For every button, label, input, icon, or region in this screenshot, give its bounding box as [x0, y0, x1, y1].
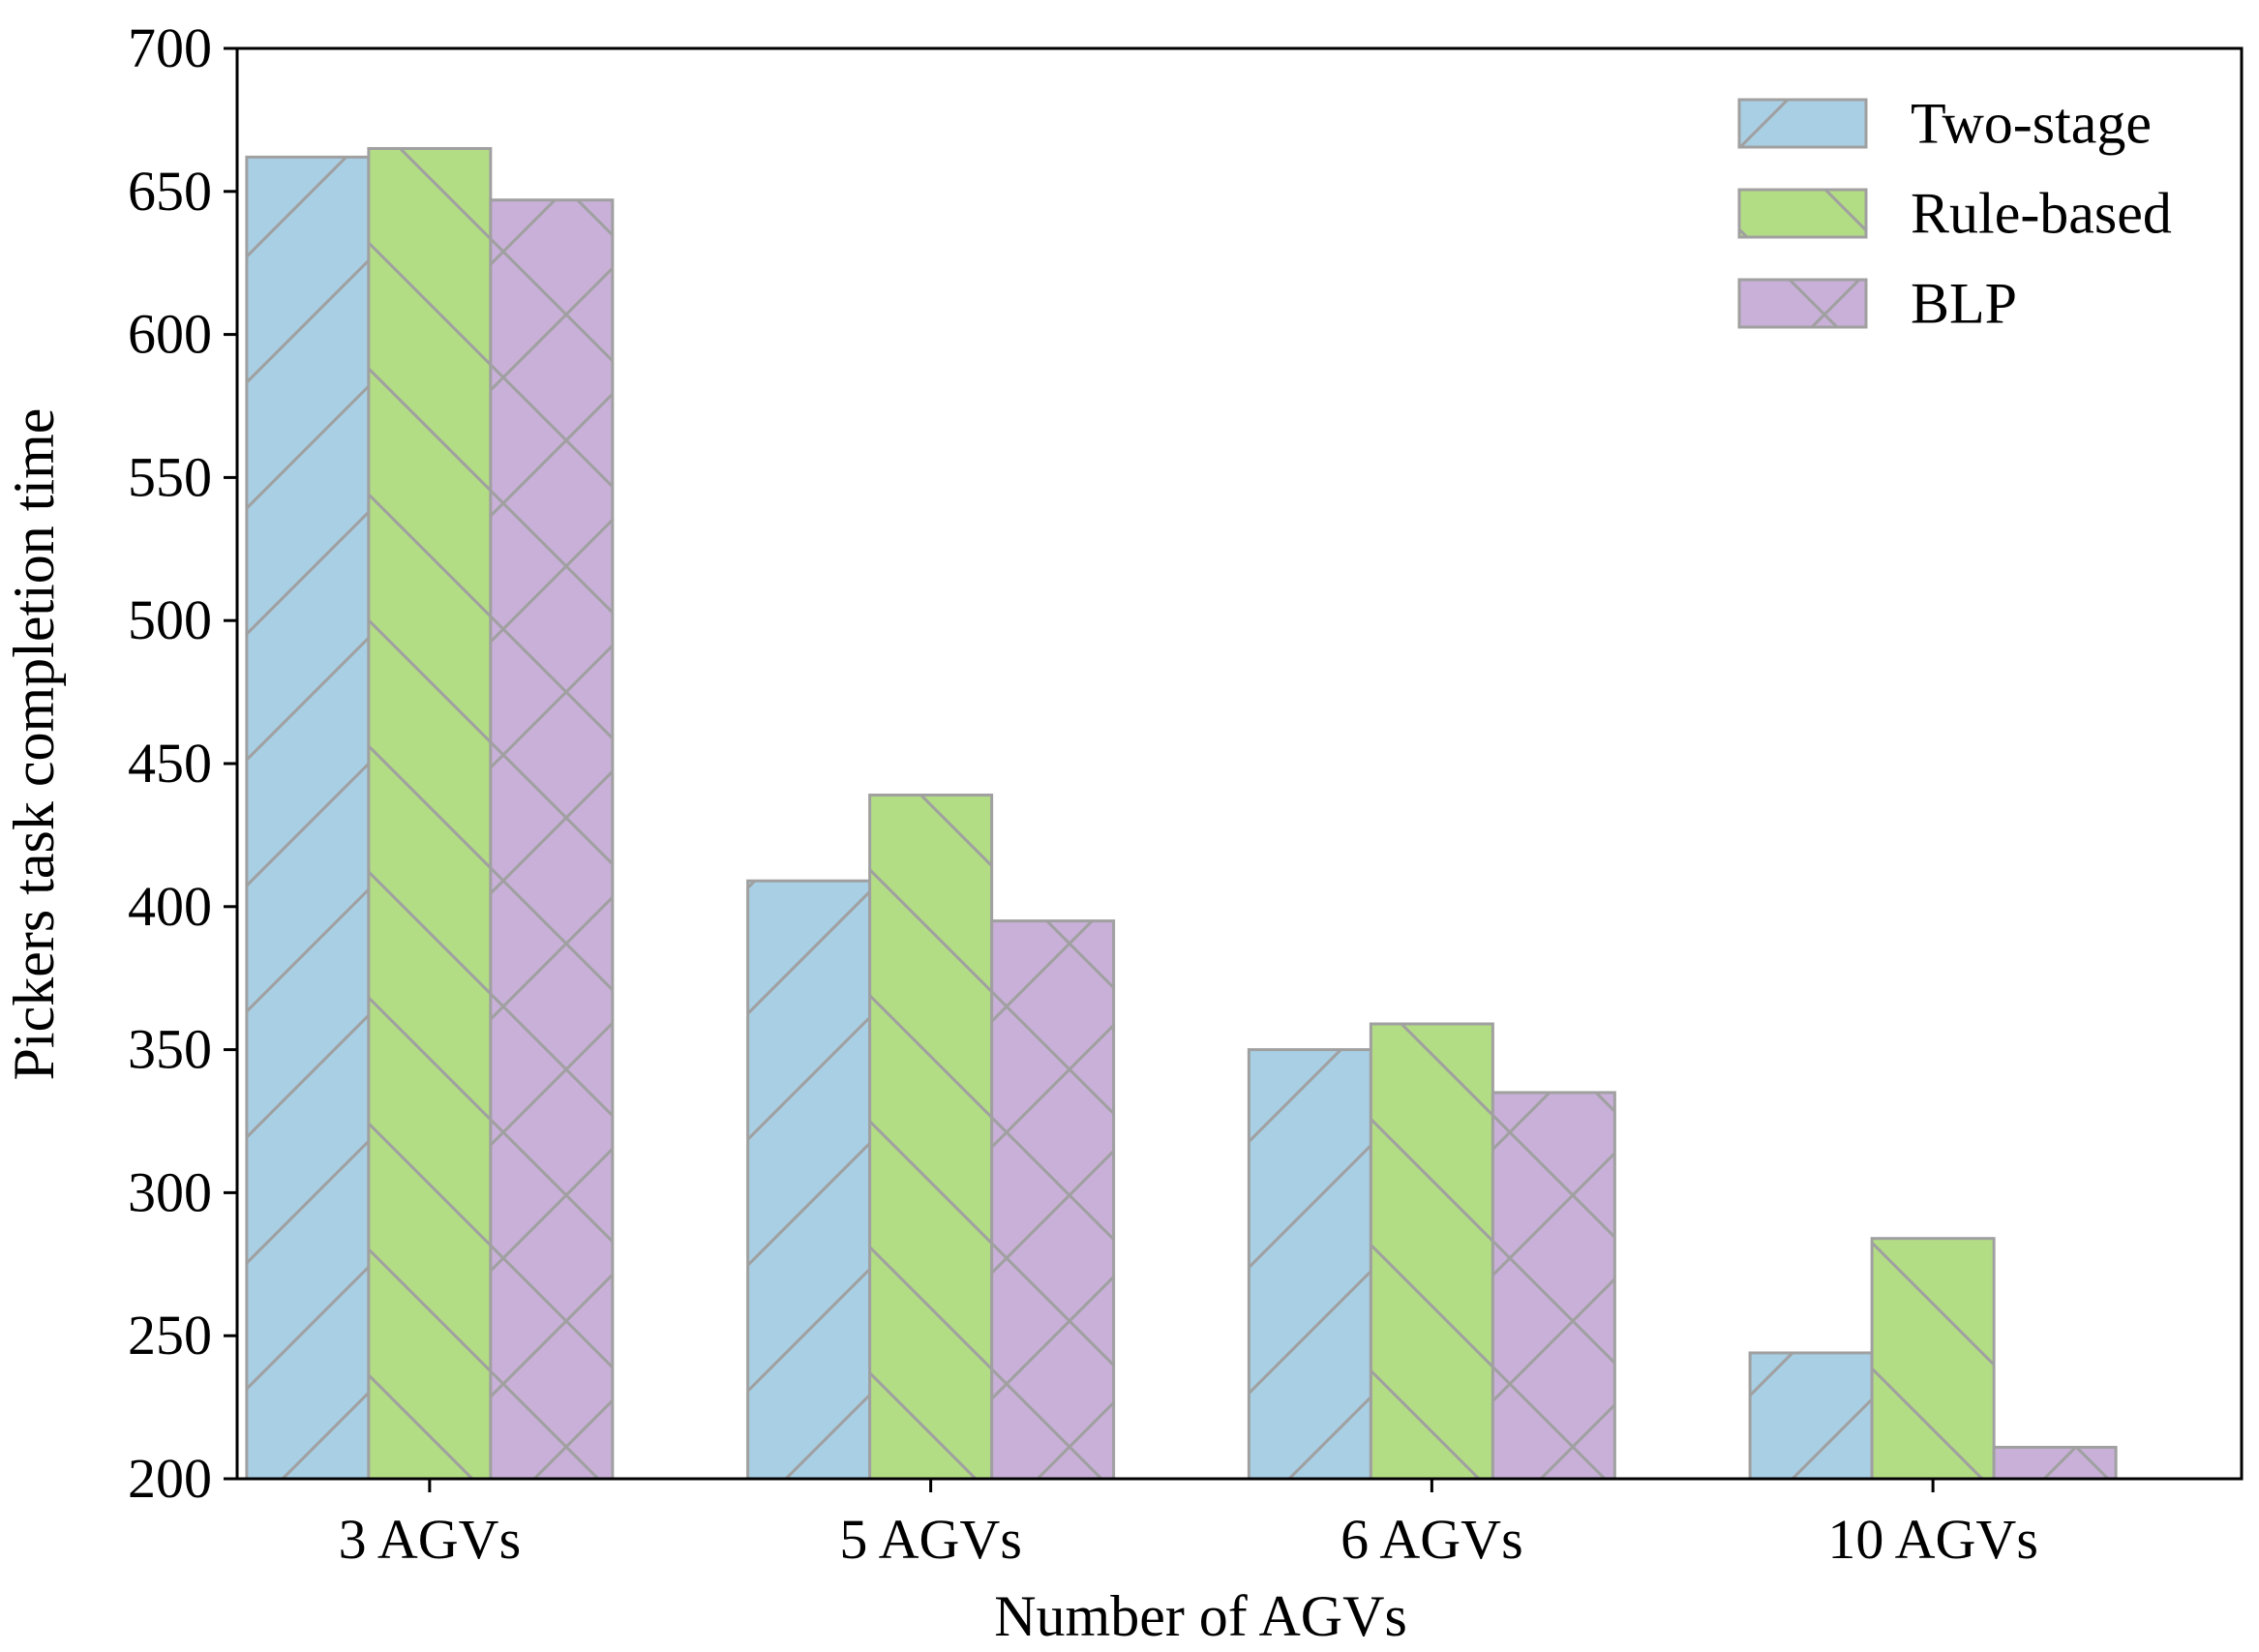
bar-blp-3-agvs	[489, 198, 615, 1481]
bar-two-stage-6-agvs	[1247, 1048, 1372, 1481]
legend-label: BLP	[1911, 272, 2017, 336]
legend-swatch	[1737, 278, 1868, 329]
x-axis-title: Number of AGVs	[994, 1584, 1407, 1648]
x-tick-label: 10 AGVs	[1827, 1508, 2038, 1571]
bar-blp-10-agvs	[1992, 1445, 2118, 1481]
bars-layer	[245, 146, 2118, 1481]
y-axis-title: Pickers task completion time	[2, 408, 66, 1081]
y-tick-label: 250	[128, 1304, 212, 1367]
legend: Two-stage Rule-based BLP	[1737, 92, 2172, 336]
x-tick-label: 5 AGVs	[839, 1508, 1022, 1571]
bar-two-stage-5-agvs	[746, 879, 872, 1481]
y-tick-label: 450	[128, 732, 212, 795]
legend-label: Two-stage	[1911, 92, 2152, 156]
bar-blp-6-agvs	[1491, 1091, 1616, 1481]
ticks-layer: 200 250 300 350 400 450 500 550 600 650 700 3 AGVs 5…	[128, 16, 2038, 1571]
bar-rule-based-5-agvs	[868, 794, 994, 1481]
y-tick-label: 400	[128, 875, 212, 938]
bar-blp-5-agvs	[990, 919, 1116, 1481]
legend-swatch	[1737, 98, 1868, 149]
y-tick-label: 350	[128, 1018, 212, 1081]
legend-swatch	[1737, 188, 1868, 239]
y-tick-label: 500	[128, 588, 212, 651]
bar-two-stage-3-agvs	[245, 155, 371, 1481]
y-tick-label: 550	[128, 445, 212, 508]
y-tick-label: 600	[128, 303, 212, 366]
x-tick-label: 3 AGVs	[339, 1508, 522, 1571]
bar-rule-based-3-agvs	[367, 146, 493, 1481]
bar-rule-based-10-agvs	[1870, 1237, 1996, 1481]
legend-label: Rule-based	[1911, 182, 2172, 246]
y-tick-label: 300	[128, 1160, 212, 1223]
x-tick-label: 6 AGVs	[1340, 1508, 1523, 1571]
y-tick-label: 700	[128, 16, 212, 79]
y-tick-label: 650	[128, 160, 212, 223]
bar-rule-based-6-agvs	[1369, 1022, 1494, 1481]
bar-two-stage-10-agvs	[1748, 1351, 1874, 1481]
y-tick-label: 200	[128, 1447, 212, 1510]
